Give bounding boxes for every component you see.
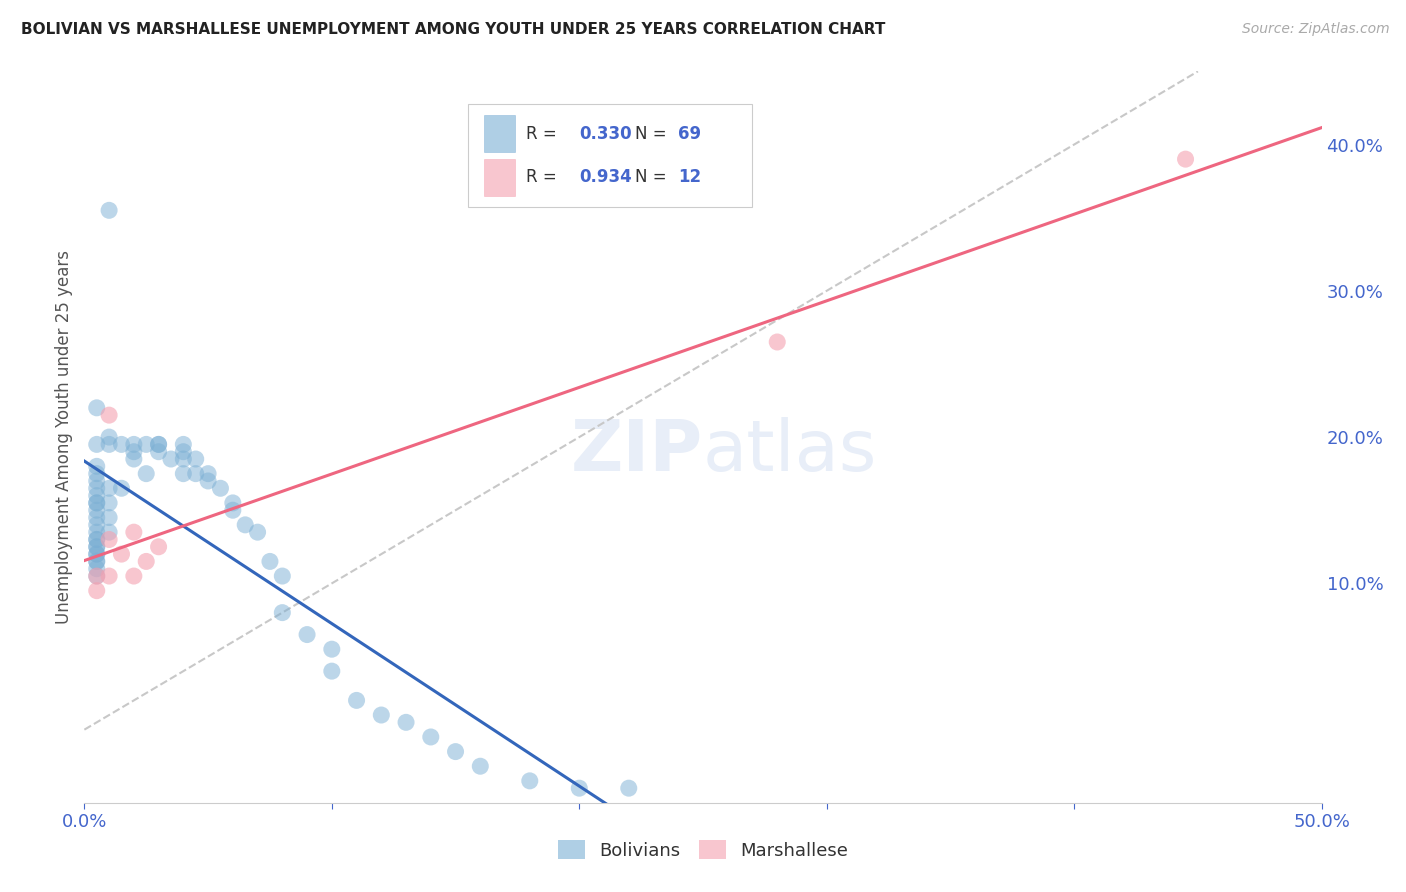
Text: N =: N = (636, 125, 672, 143)
Point (519, 773, 541, 788)
Point (86, 554, 108, 568)
Point (148, 540, 170, 554)
Text: 0.934: 0.934 (579, 169, 633, 186)
Y-axis label: Unemployment Among Youth under 25 years: Unemployment Among Youth under 25 years (55, 250, 73, 624)
Point (98, 437, 121, 451)
Point (122, 452, 145, 467)
Point (568, 781, 591, 796)
Point (346, 693, 368, 707)
Point (110, 547, 132, 561)
Point (259, 554, 281, 568)
Text: 0.330: 0.330 (579, 125, 631, 143)
Point (295, 627, 318, 641)
Point (172, 452, 194, 467)
Point (86, 496, 108, 510)
Point (197, 467, 219, 481)
Point (110, 481, 132, 495)
Text: atlas: atlas (703, 417, 877, 486)
Point (122, 437, 145, 451)
Point (86, 562, 108, 576)
Point (86, 547, 108, 561)
Point (98, 430, 121, 444)
Point (233, 517, 256, 532)
Point (86, 401, 108, 415)
Point (86, 481, 108, 495)
Point (110, 437, 132, 451)
Text: R =: R = (526, 125, 562, 143)
Point (98, 569, 121, 583)
Point (172, 437, 194, 451)
Point (197, 474, 219, 488)
Point (370, 708, 392, 723)
Point (271, 569, 294, 583)
Text: BOLIVIAN VS MARSHALLESE UNEMPLOYMENT AMONG YOUTH UNDER 25 YEARS CORRELATION CHAR: BOLIVIAN VS MARSHALLESE UNEMPLOYMENT AMO… (21, 22, 886, 37)
Point (271, 606, 294, 620)
Point (98, 203, 121, 218)
Point (86, 583, 108, 598)
Point (122, 444, 145, 458)
FancyBboxPatch shape (484, 159, 515, 195)
Point (98, 533, 121, 547)
Point (86, 437, 108, 451)
Legend: Bolivians, Marshallese: Bolivians, Marshallese (551, 833, 855, 867)
Point (86, 569, 108, 583)
Point (86, 533, 108, 547)
Point (766, 334, 789, 349)
Point (86, 569, 108, 583)
Point (86, 496, 108, 510)
Point (135, 554, 157, 568)
Point (419, 730, 441, 744)
Point (86, 503, 108, 517)
Point (321, 664, 343, 678)
Point (246, 525, 269, 540)
Point (160, 452, 183, 467)
Point (444, 745, 467, 759)
Point (86, 467, 108, 481)
Point (86, 517, 108, 532)
Point (148, 437, 170, 451)
FancyBboxPatch shape (468, 104, 752, 207)
Point (122, 569, 145, 583)
Point (172, 444, 194, 458)
Point (222, 503, 245, 517)
Point (321, 642, 343, 657)
Point (86, 459, 108, 474)
Point (98, 496, 121, 510)
Point (222, 496, 245, 510)
Point (86, 540, 108, 554)
Point (86, 474, 108, 488)
Text: Source: ZipAtlas.com: Source: ZipAtlas.com (1241, 22, 1389, 37)
Text: ZIP: ZIP (571, 417, 703, 486)
Point (135, 467, 157, 481)
Point (98, 525, 121, 540)
Point (184, 467, 207, 481)
Point (86, 533, 108, 547)
Point (86, 554, 108, 568)
Point (209, 481, 232, 495)
Point (86, 510, 108, 524)
Point (617, 781, 640, 796)
Point (98, 510, 121, 524)
Point (135, 437, 157, 451)
Point (470, 759, 492, 773)
Point (86, 489, 108, 503)
FancyBboxPatch shape (484, 115, 515, 152)
Point (86, 525, 108, 540)
Point (86, 540, 108, 554)
Point (98, 408, 121, 422)
Point (148, 444, 170, 458)
Text: 12: 12 (678, 169, 702, 186)
Point (86, 547, 108, 561)
Point (172, 467, 194, 481)
Text: 69: 69 (678, 125, 702, 143)
Point (148, 437, 170, 451)
Point (184, 452, 207, 467)
Point (122, 525, 145, 540)
Text: R =: R = (526, 169, 562, 186)
Point (1174, 152, 1197, 166)
Text: N =: N = (636, 169, 672, 186)
Point (98, 481, 121, 495)
Point (395, 715, 418, 730)
